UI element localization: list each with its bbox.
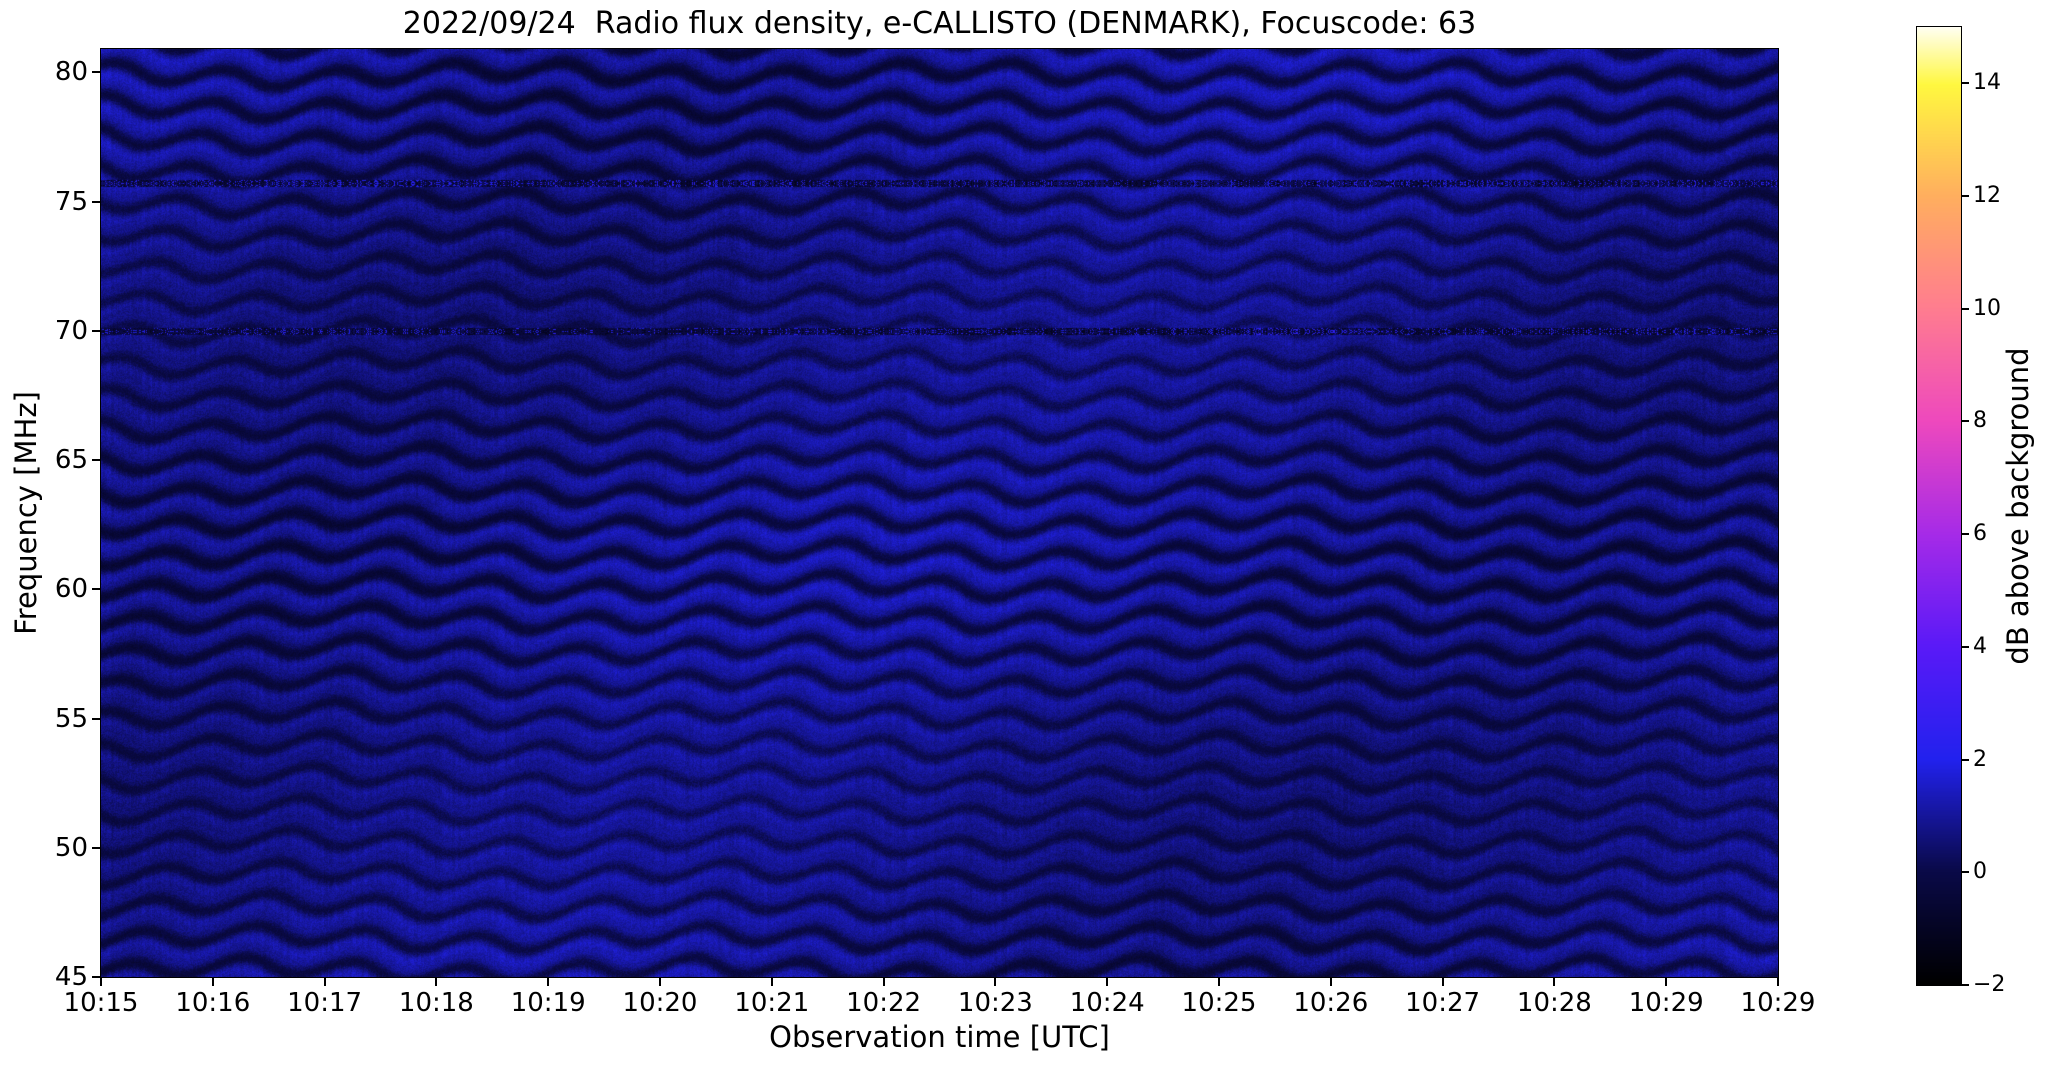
x-axis-tick-label: 10:22 bbox=[846, 988, 922, 1018]
x-axis-label: Observation time [UTC] bbox=[769, 1020, 1110, 1054]
y-axis-tick-label: 45 bbox=[54, 962, 88, 992]
x-axis-tick-label: 10:17 bbox=[287, 988, 363, 1018]
y-axis-tick-label: 50 bbox=[54, 832, 88, 863]
x-axis-tick bbox=[100, 977, 102, 986]
x-axis-tick-label: 10:28 bbox=[1516, 988, 1592, 1018]
y-axis-tick bbox=[92, 459, 101, 461]
x-axis-tick-label: 10:20 bbox=[622, 988, 698, 1018]
colorbar-tick bbox=[1961, 533, 1969, 536]
x-axis-tick bbox=[323, 977, 326, 986]
colorbar-tick-label: 2 bbox=[1973, 746, 1987, 772]
x-axis-tick bbox=[770, 977, 773, 986]
y-axis-tick-label: 55 bbox=[54, 703, 88, 734]
colorbar-tick-label: 4 bbox=[1973, 633, 1987, 659]
x-axis-tick bbox=[1329, 977, 1332, 986]
colorbar-tick-label: 14 bbox=[1973, 70, 2001, 96]
x-axis-tick-label: 10:29 bbox=[1740, 988, 1816, 1018]
x-axis-tick bbox=[547, 977, 550, 986]
colorbar-tick-label: 10 bbox=[1973, 295, 2001, 321]
x-axis-tick-label: 10:29 bbox=[1628, 988, 1704, 1018]
colorbar-tick bbox=[1961, 645, 1969, 648]
y-axis-label: Frequency [MHz] bbox=[9, 391, 43, 635]
colorbar-tick bbox=[1961, 420, 1969, 423]
y-axis-tick bbox=[92, 329, 101, 332]
y-axis-tick-label: 65 bbox=[54, 445, 88, 475]
x-axis-tick bbox=[882, 977, 885, 986]
y-axis-tick bbox=[92, 976, 101, 978]
colorbar-gradient bbox=[1917, 27, 1961, 985]
x-axis-tick bbox=[1218, 977, 1220, 986]
colorbar-tick bbox=[1961, 758, 1969, 761]
chart-title: 2022/09/24 Radio flux density, e-CALLIST… bbox=[402, 6, 1477, 41]
x-axis-tick-label: 10:19 bbox=[510, 988, 586, 1018]
x-axis-tick-label: 10:15 bbox=[63, 988, 139, 1018]
y-axis-tick bbox=[92, 71, 101, 74]
colorbar-tick bbox=[1961, 195, 1969, 198]
x-axis-tick-label: 10:25 bbox=[1181, 988, 1257, 1018]
colorbar-label: dB above background bbox=[2001, 347, 2035, 665]
colorbar-tick-label: −2 bbox=[1973, 972, 2006, 997]
colorbar-tick bbox=[1961, 82, 1969, 85]
colorbar-tick-label: 6 bbox=[1973, 521, 1987, 547]
colorbar-tick-label: 0 bbox=[1973, 859, 1987, 885]
y-axis-tick bbox=[92, 717, 101, 720]
x-axis-tick-label: 10:21 bbox=[734, 988, 810, 1018]
y-axis-tick bbox=[92, 588, 101, 591]
x-axis-tick bbox=[1553, 977, 1556, 986]
x-axis-tick bbox=[1106, 977, 1109, 986]
x-axis-tick bbox=[211, 977, 214, 986]
x-axis-tick bbox=[1441, 977, 1444, 986]
x-axis-tick-label: 10:27 bbox=[1405, 988, 1481, 1018]
colorbar-tick bbox=[1961, 871, 1969, 874]
colorbar-tick bbox=[1961, 984, 1969, 986]
y-axis-tick-label: 60 bbox=[54, 574, 88, 605]
y-axis-tick bbox=[92, 200, 101, 203]
x-axis-tick bbox=[1777, 977, 1779, 986]
colorbar-tick-label: 12 bbox=[1973, 183, 2001, 209]
y-axis-tick bbox=[92, 846, 101, 849]
x-axis-tick-label: 10:16 bbox=[175, 988, 251, 1018]
x-axis-tick bbox=[1665, 977, 1668, 986]
x-axis-tick-label: 10:24 bbox=[1069, 988, 1145, 1018]
colorbar-tick-label: 8 bbox=[1973, 408, 1987, 434]
y-axis-tick-label: 70 bbox=[54, 315, 88, 346]
y-axis-tick-label: 80 bbox=[54, 57, 88, 88]
spectrogram-heatmap bbox=[101, 49, 1778, 977]
y-axis-tick-label: 75 bbox=[54, 186, 88, 217]
x-axis-tick bbox=[435, 977, 438, 986]
x-axis-tick-label: 10:26 bbox=[1293, 988, 1369, 1018]
x-axis-tick bbox=[994, 977, 997, 986]
colorbar-tick bbox=[1961, 307, 1969, 310]
x-axis-tick-label: 10:23 bbox=[957, 988, 1033, 1018]
x-axis-tick-label: 10:18 bbox=[398, 988, 474, 1018]
x-axis-tick bbox=[659, 977, 661, 986]
